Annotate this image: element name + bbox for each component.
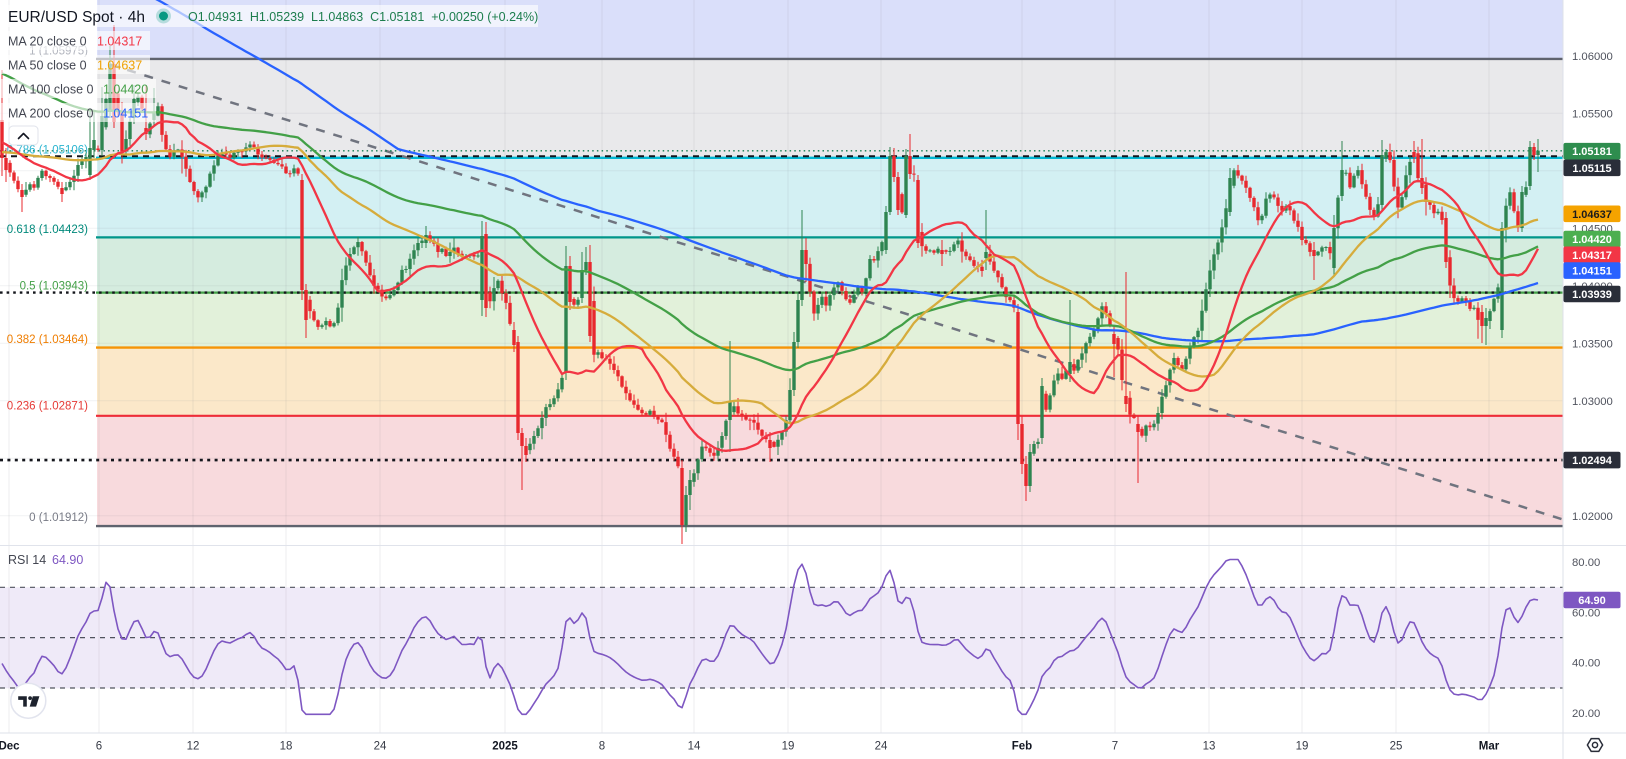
svg-text:6: 6	[96, 741, 102, 753]
svg-text:64.90: 64.90	[52, 553, 83, 567]
svg-text:1.02494: 1.02494	[1572, 455, 1613, 467]
svg-text:Dec: Dec	[0, 741, 20, 753]
svg-text:1.05181: 1.05181	[1572, 146, 1612, 158]
svg-text:24: 24	[875, 741, 888, 753]
svg-text:1.05115: 1.05115	[1572, 163, 1611, 175]
svg-text:MA 200 close 0: MA 200 close 0	[8, 107, 94, 121]
svg-text:1.04420: 1.04420	[103, 83, 148, 97]
svg-text:18: 18	[280, 741, 293, 753]
svg-text:1.04317: 1.04317	[1572, 250, 1612, 262]
svg-text:O1.04931 H1.05239 L1.04863: O1.04931 H1.05239 L1.04863 C1.05181 +0.0…	[188, 10, 538, 24]
svg-text:14: 14	[688, 741, 701, 753]
svg-text:2025: 2025	[492, 741, 518, 753]
svg-text:19: 19	[1296, 741, 1309, 753]
svg-text:12: 12	[187, 741, 200, 753]
svg-text:24: 24	[374, 741, 387, 753]
svg-text:8: 8	[599, 741, 605, 753]
svg-text:1.04637: 1.04637	[1572, 209, 1612, 221]
svg-text:EUR/USD Spot · 4h: EUR/USD Spot · 4h	[8, 9, 145, 26]
svg-text:MA 20 close 0: MA 20 close 0	[8, 35, 87, 49]
svg-text:0.5 (1.03943): 0.5 (1.03943)	[20, 281, 89, 293]
svg-text:80.00: 80.00	[1572, 557, 1600, 569]
svg-text:20.00: 20.00	[1572, 708, 1600, 720]
svg-text:1.04151: 1.04151	[103, 107, 148, 121]
svg-text:1.03939: 1.03939	[1572, 289, 1612, 301]
svg-text:13: 13	[1203, 741, 1216, 753]
svg-text:RSI 14: RSI 14	[8, 553, 46, 567]
svg-text:1.06000: 1.06000	[1572, 51, 1613, 63]
svg-text:1.02000: 1.02000	[1572, 511, 1613, 523]
svg-text:MA 100 close 0: MA 100 close 0	[8, 83, 94, 97]
svg-text:60.00: 60.00	[1572, 607, 1600, 619]
svg-text:Mar: Mar	[1479, 741, 1500, 753]
svg-text:1.03000: 1.03000	[1572, 396, 1613, 408]
svg-text:1.04637: 1.04637	[97, 59, 142, 73]
svg-text:1.03500: 1.03500	[1572, 339, 1613, 351]
svg-text:1.04317: 1.04317	[97, 35, 142, 49]
svg-text:1.05500: 1.05500	[1572, 109, 1613, 121]
svg-text:MA 50 close 0: MA 50 close 0	[8, 59, 87, 73]
svg-text:1.04151: 1.04151	[1572, 266, 1612, 278]
svg-text:Feb: Feb	[1012, 741, 1032, 753]
svg-text:0.786 (1.05106): 0.786 (1.05106)	[7, 145, 88, 157]
svg-text:19: 19	[782, 741, 795, 753]
svg-text:64.90: 64.90	[1578, 595, 1606, 607]
svg-text:7: 7	[1112, 741, 1118, 753]
svg-text:40.00: 40.00	[1572, 658, 1600, 670]
svg-text:1.04420: 1.04420	[1572, 234, 1612, 246]
svg-text:25: 25	[1390, 741, 1403, 753]
svg-text:0 (1.01912): 0 (1.01912)	[29, 512, 88, 524]
svg-text:0.382 (1.03464): 0.382 (1.03464)	[7, 334, 88, 346]
svg-text:0.236 (1.02871): 0.236 (1.02871)	[7, 400, 88, 412]
svg-text:0.618 (1.04423): 0.618 (1.04423)	[7, 224, 88, 236]
